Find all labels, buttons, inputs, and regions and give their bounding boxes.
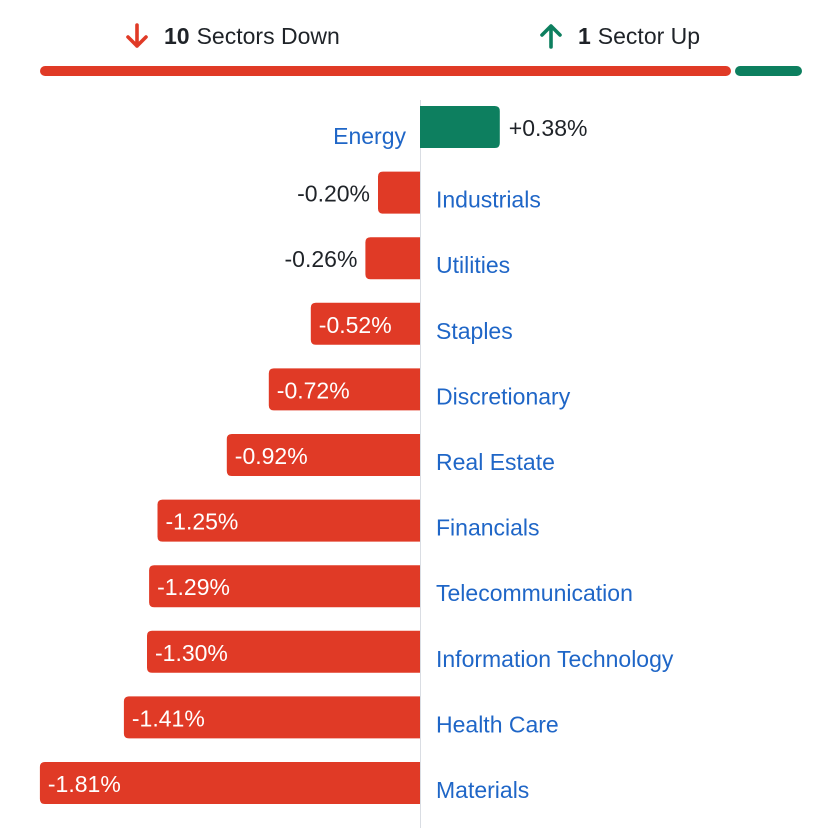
sectors-down-summary: 10 Sectors Down xyxy=(122,20,340,52)
bar-information-technology xyxy=(147,630,420,673)
bar-health-care xyxy=(123,696,421,739)
sectors-up-label: Sector Up xyxy=(597,22,701,49)
bar-industrials xyxy=(378,171,420,214)
bar-staples xyxy=(310,302,420,345)
sector-performance-chart: +0.38% Energy -0.20% Industrials -0.26% Utili… xyxy=(39,100,674,828)
sector-summary: 10 Sectors Down 1 Sector Up xyxy=(0,0,836,80)
value-label-energy: +0.38% xyxy=(509,115,588,141)
bar-utilities xyxy=(365,237,420,280)
value-label-telecommunication: -1.29% xyxy=(157,574,230,600)
category-label-utilities: Utilities xyxy=(436,252,510,278)
sectors-down-label: Sectors Down xyxy=(196,22,340,49)
value-label-real-estate: -0.92% xyxy=(235,443,308,469)
value-label-information-technology: -1.30% xyxy=(155,640,228,666)
category-label-real-estate: Real Estate xyxy=(436,449,555,475)
bar-materials xyxy=(39,762,421,804)
down-ratio-segment xyxy=(40,66,731,76)
value-label-utilities: -0.26% xyxy=(285,246,358,272)
value-label-discretionary: -0.72% xyxy=(277,377,350,403)
value-label-materials: -1.81% xyxy=(48,771,121,797)
category-label-financials: Financials xyxy=(436,515,540,541)
category-label-materials: Materials xyxy=(436,777,529,803)
bar-financials xyxy=(157,499,420,542)
sectors-down-count: 10 xyxy=(164,22,190,49)
value-label-industrials: -0.20% xyxy=(297,181,370,207)
value-label-health-care: -1.41% xyxy=(132,705,205,731)
bar-real-estate xyxy=(226,434,420,476)
sectors-up-summary: 1 Sector Up xyxy=(536,20,700,52)
breadth-ratio-bar xyxy=(40,66,802,76)
bar-energy xyxy=(420,106,500,148)
value-label-staples: -0.52% xyxy=(319,312,392,338)
category-label-telecommunication: Telecommunication xyxy=(436,580,633,606)
category-label-discretionary: Discretionary xyxy=(436,383,571,409)
bar-telecommunication xyxy=(149,565,420,608)
category-label-health-care: Health Care xyxy=(436,711,559,737)
up-ratio-segment xyxy=(735,66,802,76)
value-label-financials: -1.25% xyxy=(166,509,239,535)
arrow-down-icon xyxy=(122,21,152,51)
sectors-up-count: 1 xyxy=(578,22,591,49)
bar-discretionary xyxy=(268,368,420,411)
category-label-staples: Staples xyxy=(436,318,513,344)
category-label-information-technology: Information Technology xyxy=(436,646,674,672)
arrow-up-icon xyxy=(536,21,566,51)
category-label-industrials: Industrials xyxy=(436,187,541,213)
category-label-energy: Energy xyxy=(333,123,406,149)
